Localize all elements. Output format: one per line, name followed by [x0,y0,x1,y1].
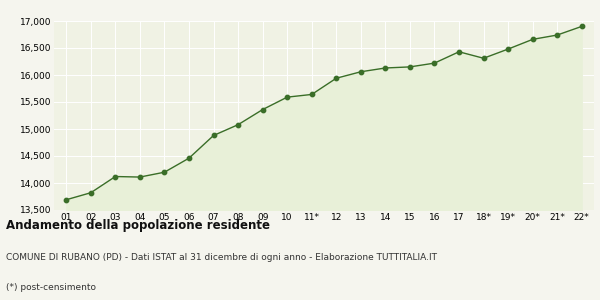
Point [528,37,538,42]
Point [454,50,464,54]
Point [553,33,562,38]
Point [430,61,439,65]
Point [503,47,513,52]
Point [577,24,587,29]
Point [356,69,365,74]
Point [258,107,268,112]
Point [209,133,218,138]
Point [233,122,243,127]
Point [61,197,71,202]
Point [86,190,95,195]
Text: COMUNE DI RUBANO (PD) - Dati ISTAT al 31 dicembre di ogni anno - Elaborazione TU: COMUNE DI RUBANO (PD) - Dati ISTAT al 31… [6,254,437,262]
Point [160,170,169,175]
Point [405,64,415,69]
Point [380,66,390,70]
Text: Andamento della popolazione residente: Andamento della popolazione residente [6,219,270,232]
Point [135,175,145,179]
Point [110,174,120,179]
Text: (*) post-censimento: (*) post-censimento [6,284,96,292]
Point [331,76,341,81]
Point [479,56,488,61]
Point [283,95,292,100]
Point [307,92,317,97]
Point [184,156,194,161]
